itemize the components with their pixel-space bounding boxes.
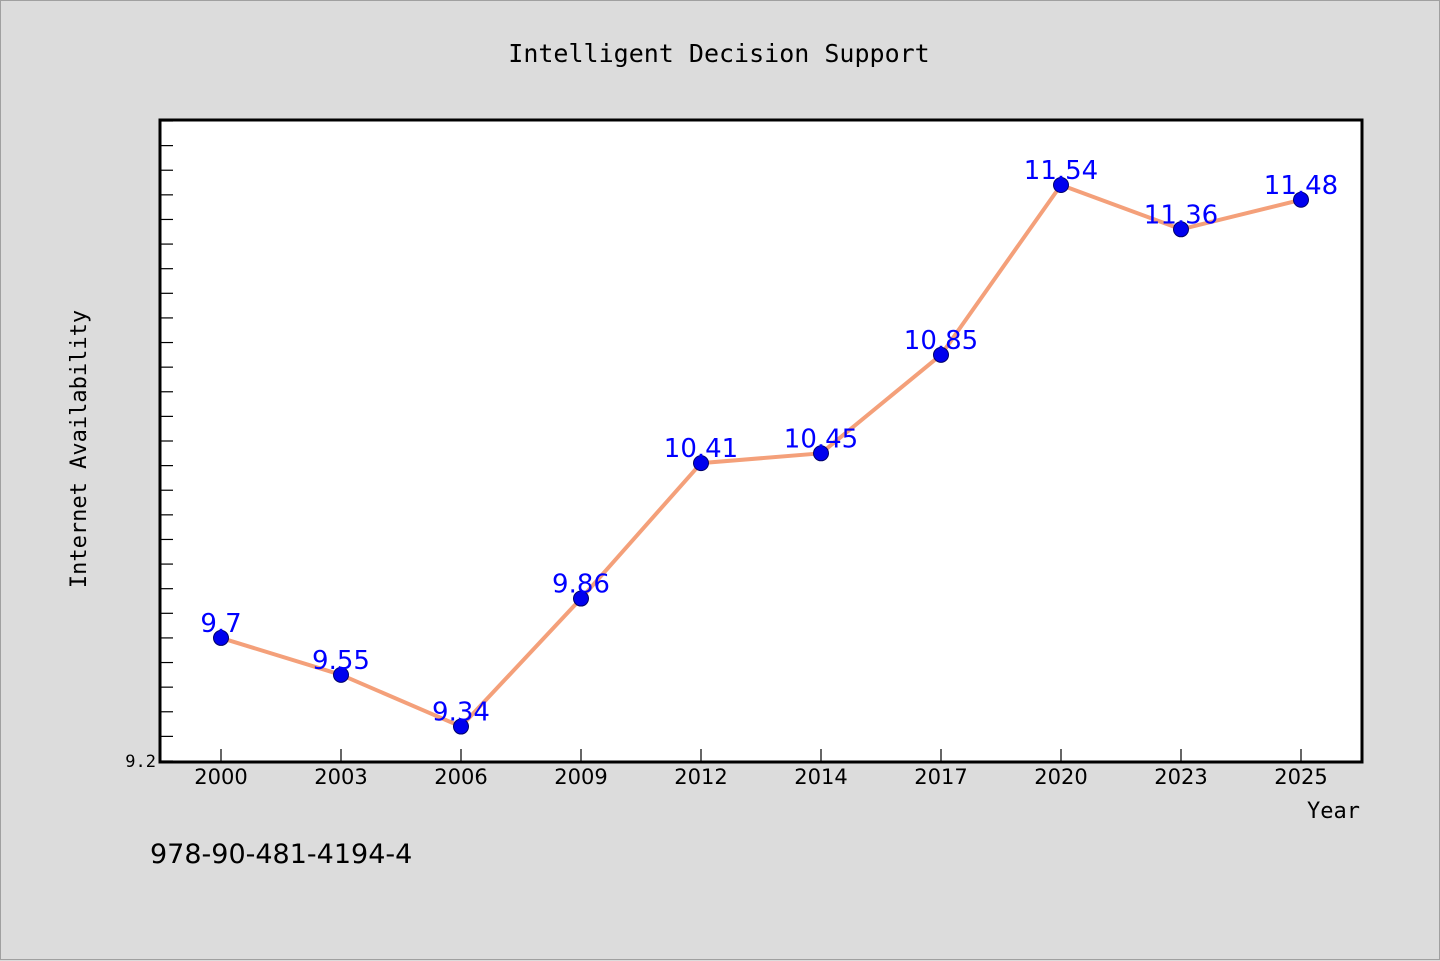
x-axis-ticks [220,749,1302,761]
data-label: 11.54 [1024,156,1098,186]
data-label: 9.55 [312,646,370,676]
x-tick-label: 2020 [1034,765,1087,789]
data-label: 10.41 [664,434,738,464]
data-point [1173,221,1189,238]
data-point [333,666,349,683]
x-tick-label: 2006 [434,765,487,789]
x-tick-label: 2009 [554,765,607,789]
data-label: 10.85 [904,326,978,356]
data-label: 9.86 [552,570,610,600]
y-axis-label: Internet Availability [67,310,92,588]
y-tick-label: 9.2 [125,752,156,772]
x-tick-label: 2012 [674,765,727,789]
data-label: 10.45 [784,424,858,454]
series-line [220,183,1302,729]
data-point [1293,191,1309,208]
footer-isbn-text: 978-90-481-4194-4 [150,839,412,870]
x-axis-label: Year [1307,799,1360,824]
data-label: 11.48 [1264,171,1338,201]
x-axis-tick-labels: 2000 2003 2006 2009 2012 2014 2017 2020 2023 2025 [194,765,1327,789]
data-labels: 9.7 9.55 9.34 9.86 10.41 10.45 10.85 11.54 11.36… [200,156,1338,728]
data-point [213,629,229,646]
chart-title: Intelligent Decision Support [508,39,929,68]
x-tick-label: 2014 [794,765,847,789]
data-point [453,718,469,735]
y-axis-ticks [161,120,173,762]
data-point [933,346,949,363]
data-point-markers [213,177,1309,735]
data-label: 11.36 [1144,200,1218,230]
x-tick-label: 2023 [1154,765,1207,789]
data-point [693,455,709,472]
plot-area [158,118,1364,764]
x-tick-label: 2017 [914,765,967,789]
x-tick-label: 2000 [194,765,247,789]
data-point [1053,177,1069,193]
data-point [813,445,829,462]
data-label: 9.7 [200,609,241,639]
x-tick-label: 2003 [314,765,367,789]
y-axis-tick-labels: 9.2 [125,752,156,772]
data-point [573,590,589,607]
x-tick-label: 2025 [1274,765,1327,789]
data-label: 9.34 [432,698,490,728]
